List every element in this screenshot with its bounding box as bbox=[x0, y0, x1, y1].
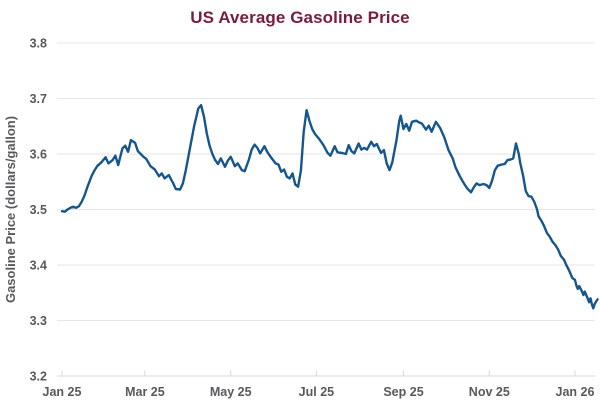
y-tick-label: 3.4 bbox=[30, 258, 47, 272]
y-axis-title: Gasoline Price (dollars/gallon) bbox=[3, 116, 18, 303]
x-tick-label: Jan 25 bbox=[43, 385, 82, 399]
chart-title: US Average Gasoline Price bbox=[190, 8, 410, 27]
x-tick-label: Sep 25 bbox=[383, 385, 423, 399]
gasoline-price-line bbox=[60, 104, 599, 310]
y-tick-label: 3.2 bbox=[30, 369, 47, 383]
x-tick-label: May 25 bbox=[210, 385, 252, 399]
y-tick-label: 3.8 bbox=[30, 36, 47, 50]
y-tick-label: 3.6 bbox=[30, 147, 47, 161]
x-tick-label: Jul 25 bbox=[299, 385, 334, 399]
y-tick-label: 3.7 bbox=[30, 92, 47, 106]
x-tick-label: Jan 26 bbox=[556, 385, 595, 399]
x-tick-label: Mar 25 bbox=[125, 385, 165, 399]
y-tick-label: 3.3 bbox=[30, 314, 47, 328]
y-tick-label: 3.5 bbox=[30, 203, 47, 217]
x-tick-label: Nov 25 bbox=[469, 385, 510, 399]
